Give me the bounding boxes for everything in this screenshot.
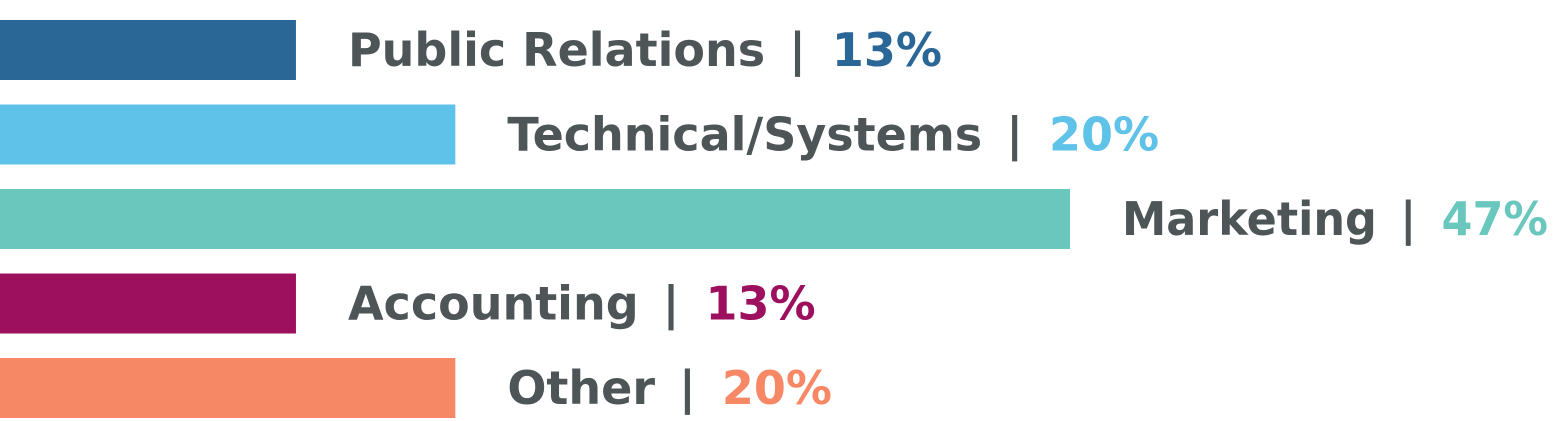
value-label: 20% — [722, 361, 832, 415]
bar-group-marketing: Marketing | 47% — [0, 189, 1548, 249]
separator-label: | — [1400, 192, 1416, 247]
value-label: 13% — [832, 23, 942, 77]
bar-group-technical-systems: Technical/Systems | 20% — [0, 104, 1159, 165]
category-label: Accounting — [348, 277, 639, 331]
bar-public-relations — [0, 20, 296, 80]
bar-group-accounting: Accounting | 13% — [0, 273, 816, 334]
category-label: Other — [507, 361, 655, 415]
value-label: 47% — [1441, 192, 1548, 246]
separator-label: | — [663, 277, 680, 332]
category-label: Public Relations — [348, 23, 765, 77]
bar-group-public-relations: Public Relations | 13% — [0, 20, 942, 80]
bar-label-other: Other | 20% — [507, 361, 832, 416]
bar-label-accounting: Accounting | 13% — [348, 277, 816, 332]
category-label: Marketing — [1122, 192, 1377, 246]
category-label: Technical/Systems — [507, 108, 982, 162]
bar-group-other: Other | 20% — [0, 358, 832, 418]
bar-accounting — [0, 273, 296, 334]
value-label: 20% — [1049, 108, 1159, 162]
bar-other — [0, 358, 456, 418]
bar-label-technical-systems: Technical/Systems | 20% — [507, 108, 1159, 163]
bar-technical-systems — [0, 104, 456, 165]
bar-label-marketing: Marketing | 47% — [1122, 192, 1548, 247]
separator-label: | — [789, 23, 806, 78]
separator-label: | — [1006, 108, 1023, 163]
separator-label: | — [679, 361, 696, 416]
value-label: 13% — [705, 277, 815, 331]
bar-label-public-relations: Public Relations | 13% — [348, 23, 942, 78]
bar-marketing — [0, 189, 1070, 249]
